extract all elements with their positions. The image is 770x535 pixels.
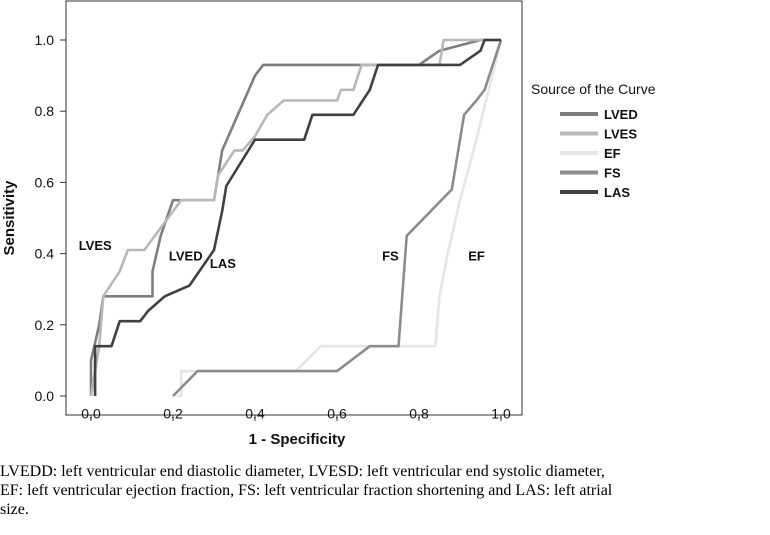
- caption-line-1: LVEDD: left ventricular end diastolic di…: [0, 463, 605, 480]
- annotation-ef: EF: [468, 249, 485, 264]
- y-tick-label: 0.2: [35, 317, 55, 333]
- legend-label-las: LAS: [604, 185, 630, 200]
- legend-label-fs: FS: [604, 166, 621, 181]
- legend-label-lves: LVES: [604, 127, 637, 142]
- x-tick-label: 0.4: [245, 405, 265, 421]
- curve-lved: [89, 38, 501, 396]
- x-tick-label: 0.0: [81, 405, 101, 421]
- curves: [89, 38, 503, 398]
- curve-las: [93, 38, 501, 396]
- x-axis-title: 1 - Specificity: [249, 431, 346, 448]
- y-tick-label: 0.0: [35, 388, 55, 404]
- y-tick-label: 0.4: [35, 246, 55, 262]
- caption-line-2: EF: left ventricular ejection fraction, …: [0, 482, 613, 499]
- figure-caption: LVEDD: left ventricular end diastolic di…: [0, 462, 768, 519]
- y-axis-title: Sensitivity: [1, 180, 18, 256]
- y-tick-label: 1.0: [35, 32, 55, 48]
- plot-frame: [65, 0, 523, 416]
- curve-lves: [89, 38, 501, 397]
- y-tick-label: 0.6: [35, 174, 55, 190]
- legend-title: Source of the Curve: [531, 81, 656, 97]
- x-tick-label: 0.6: [327, 405, 347, 421]
- caption-line-3: size.: [0, 501, 29, 518]
- curve-annotations: LVES LVED LAS FS EF: [79, 238, 485, 271]
- x-axis: 0.0 0.2 0.4 0.6 0.8 1.0: [81, 405, 511, 421]
- curve-ef: [177, 39, 503, 398]
- curve-fs: [172, 39, 503, 397]
- annotation-fs: FS: [382, 249, 399, 264]
- x-tick-label: 0.8: [409, 405, 429, 421]
- legend-label-lved: LVED: [604, 107, 638, 122]
- y-axis: 0.0 0.2 0.4 0.6 0.8 1.0: [35, 32, 66, 404]
- y-tick-label: 0.8: [35, 103, 55, 119]
- legend-label-ef: EF: [604, 146, 621, 161]
- legend: Source of the Curve LVED LVES EF FS LAS: [531, 81, 656, 200]
- roc-chart: 0.0 0.2 0.4 0.6 0.8 1.0 0.0 0.2 0.4 0.6 0.8 1.0 LV…: [1, 0, 656, 448]
- annotation-lved: LVED: [169, 249, 203, 264]
- x-tick-label: 1.0: [491, 405, 511, 421]
- annotation-las: LAS: [210, 256, 236, 271]
- annotation-lves: LVES: [79, 238, 112, 253]
- x-tick-label: 0.2: [163, 405, 183, 421]
